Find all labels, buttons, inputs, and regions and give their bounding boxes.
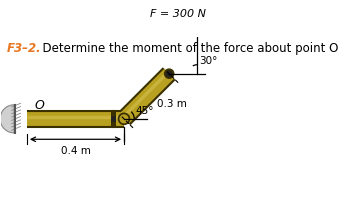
- Text: 0.4 m: 0.4 m: [61, 146, 91, 156]
- Text: 0.3 m: 0.3 m: [157, 99, 187, 109]
- Circle shape: [166, 71, 172, 76]
- Text: Determine the moment of the force about point O.: Determine the moment of the force about …: [35, 42, 339, 55]
- Polygon shape: [0, 105, 14, 133]
- Circle shape: [164, 69, 174, 78]
- Text: 45°: 45°: [136, 106, 154, 116]
- Text: 30°: 30°: [199, 56, 218, 65]
- Text: F = 300 N: F = 300 N: [149, 9, 205, 19]
- Circle shape: [120, 115, 128, 123]
- Circle shape: [118, 113, 129, 124]
- Text: F3–2.: F3–2.: [6, 42, 41, 55]
- Text: O: O: [35, 100, 44, 112]
